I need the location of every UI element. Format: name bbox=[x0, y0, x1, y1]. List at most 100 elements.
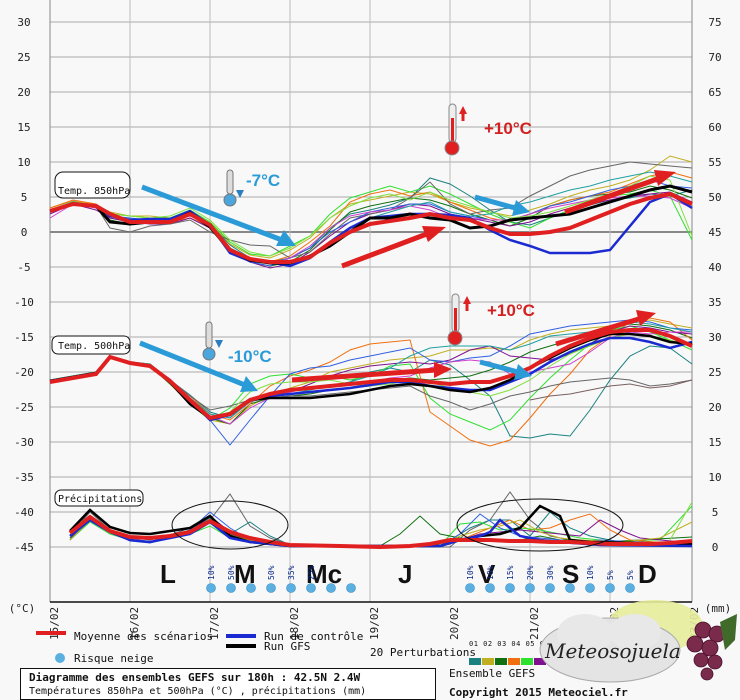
svg-text:-20: -20 bbox=[14, 366, 34, 379]
right-axis-ticks: 75 70 65 60 55 50 45 40 35 30 25 20 15 1… bbox=[705, 16, 732, 615]
svg-text:15/02: 15/02 bbox=[48, 607, 61, 640]
copyright: Copyright 2015 Meteociel.fr bbox=[449, 686, 628, 699]
svg-text:60: 60 bbox=[708, 121, 721, 134]
snowflake-icon bbox=[465, 583, 475, 593]
snowflake-icon bbox=[346, 583, 356, 593]
t850-cold-arrow bbox=[141, 184, 296, 246]
snow-risk-group-1: 10% 50% 50% 35% 25% bbox=[206, 565, 356, 593]
snowflake-icon bbox=[246, 583, 256, 593]
svg-text:-45: -45 bbox=[14, 541, 34, 554]
t500-cold-arrow bbox=[139, 340, 258, 392]
svg-text:5%: 5% bbox=[606, 570, 615, 580]
svg-text:30: 30 bbox=[17, 16, 30, 29]
panel-label-t850: Temp. 850hPa bbox=[54, 171, 131, 199]
svg-text:20/02: 20/02 bbox=[448, 607, 461, 640]
t500-warm-label: +10°C bbox=[487, 301, 535, 320]
snowflake-icon bbox=[55, 653, 65, 663]
panel-label-t500: Temp. 500hPa bbox=[51, 335, 131, 355]
svg-text:(°C): (°C) bbox=[9, 602, 36, 615]
svg-text:10%: 10% bbox=[586, 565, 595, 580]
svg-text:D: D bbox=[638, 559, 657, 589]
snowflake-icon bbox=[545, 583, 555, 593]
svg-text:10%: 10% bbox=[466, 565, 475, 580]
svg-text:35: 35 bbox=[708, 296, 721, 309]
svg-text:25%: 25% bbox=[307, 565, 316, 580]
footer-title: Diagramme des ensembles GEFS sur 180h : … bbox=[29, 671, 361, 684]
svg-text:M: M bbox=[234, 559, 256, 589]
plot-area bbox=[50, 0, 692, 602]
svg-text:L: L bbox=[160, 559, 176, 589]
snowflake-icon bbox=[306, 583, 316, 593]
legend-gfs-swatch bbox=[226, 644, 256, 648]
thermometer-down-icon bbox=[223, 169, 244, 207]
t500-cold-label: -10°C bbox=[228, 347, 272, 366]
svg-text:10: 10 bbox=[708, 471, 721, 484]
svg-text:50%: 50% bbox=[227, 565, 236, 580]
svg-text:Précipitations: Précipitations bbox=[58, 493, 142, 505]
left-axis-ticks: 30 25 20 15 10 5 0 -5 -10 -15 -20 -25 -3… bbox=[9, 16, 36, 615]
svg-text:S: S bbox=[562, 559, 579, 589]
snowflake-icon bbox=[565, 583, 575, 593]
svg-text:75: 75 bbox=[708, 16, 721, 29]
snowflake-icon bbox=[266, 583, 276, 593]
snowflake-icon bbox=[585, 583, 595, 593]
svg-text:-10: -10 bbox=[14, 296, 34, 309]
svg-text:25: 25 bbox=[17, 51, 30, 64]
t500-cold-arrow-2 bbox=[479, 359, 532, 380]
svg-text:50%: 50% bbox=[267, 565, 276, 580]
legend-control-label: Run de contrôle bbox=[264, 630, 364, 643]
t850-mean bbox=[49, 191, 693, 264]
legend-control-swatch bbox=[226, 634, 256, 638]
panel-label-precip: Précipitations bbox=[54, 489, 144, 507]
svg-text:20: 20 bbox=[708, 401, 721, 414]
footer-subtitle: Températures 850hPa et 500hPa (°C) , pré… bbox=[29, 686, 367, 697]
svg-text:40: 40 bbox=[708, 261, 721, 274]
svg-text:15%: 15% bbox=[506, 565, 515, 580]
svg-text:21/02: 21/02 bbox=[528, 607, 541, 640]
t850-warm-arrow-1 bbox=[341, 226, 446, 269]
svg-text:0: 0 bbox=[21, 226, 28, 239]
svg-text:10%: 10% bbox=[486, 565, 495, 580]
watermark-logo: Meteosojuela bbox=[539, 600, 737, 683]
footer-info-box: Diagramme des ensembles GEFS sur 180h : … bbox=[20, 668, 436, 700]
svg-text:-25: -25 bbox=[14, 401, 34, 414]
svg-text:(mm): (mm) bbox=[705, 602, 732, 615]
snowflake-icon bbox=[326, 583, 336, 593]
svg-text:V: V bbox=[478, 559, 496, 589]
svg-text:Meteosojuela: Meteosojuela bbox=[544, 639, 681, 663]
svg-text:17/02: 17/02 bbox=[208, 607, 221, 640]
svg-text:65: 65 bbox=[708, 86, 721, 99]
legend-perturbations-label: 20 Perturbations bbox=[370, 646, 476, 659]
svg-text:55: 55 bbox=[708, 156, 721, 169]
svg-text:20: 20 bbox=[17, 86, 30, 99]
snowflake-icon bbox=[605, 583, 615, 593]
svg-text:Temp. 850hPa: Temp. 850hPa bbox=[58, 186, 130, 197]
svg-text:-30: -30 bbox=[14, 436, 34, 449]
snowflake-icon bbox=[286, 583, 296, 593]
legend-snow-label: Risque neige bbox=[74, 652, 154, 665]
legend-gfs-label: Run GFS bbox=[264, 640, 311, 653]
t850-warm-arrow-2 bbox=[564, 170, 676, 215]
svg-text:20%: 20% bbox=[526, 565, 535, 580]
svg-text:J: J bbox=[398, 559, 412, 589]
svg-text:5: 5 bbox=[21, 191, 28, 204]
svg-text:-35: -35 bbox=[14, 471, 34, 484]
snowflake-icon bbox=[625, 583, 635, 593]
svg-text:19/02: 19/02 bbox=[368, 607, 381, 640]
snowflake-icon bbox=[505, 583, 515, 593]
snowflake-icon bbox=[485, 583, 495, 593]
legend-mean-label: Moyenne des scénarios bbox=[74, 630, 214, 643]
svg-text:30: 30 bbox=[708, 331, 721, 344]
svg-text:-15: -15 bbox=[14, 331, 34, 344]
thermometer-up-icon bbox=[447, 293, 471, 346]
snowflake-icon bbox=[206, 583, 216, 593]
svg-text:5: 5 bbox=[712, 506, 719, 519]
t850-cold-arrow-2 bbox=[474, 194, 530, 216]
svg-text:0: 0 bbox=[712, 541, 719, 554]
svg-text:25: 25 bbox=[708, 366, 721, 379]
legend-mean-swatch bbox=[36, 631, 66, 635]
precip-mean bbox=[68, 514, 693, 550]
legend-perturbation-numbers: 01 02 03 04 05 06 bbox=[469, 640, 550, 648]
svg-text:Temp. 500hPa: Temp. 500hPa bbox=[58, 341, 130, 352]
